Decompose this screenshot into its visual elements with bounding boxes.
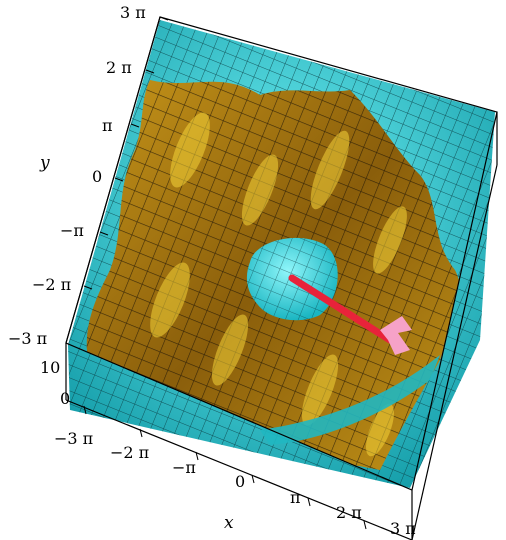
y-tick-label: −2 π — [32, 275, 71, 294]
x-tick-label: 2 π — [336, 503, 362, 522]
y-tick-label: π — [102, 116, 113, 135]
x-tick-label: 0 — [235, 472, 245, 491]
z-tick-label: 10 — [40, 358, 60, 377]
z-tick-label: 0 — [60, 389, 70, 408]
y-axis-labels: 3 π 2 π π 0 −π −2 π −3 π y — [8, 3, 146, 348]
y-tick-label: −π — [60, 221, 84, 240]
bounding-box — [65, 16, 498, 540]
tick-marks — [83, 16, 367, 530]
y-axis-title: y — [39, 153, 50, 173]
x-axis-title: x — [224, 513, 234, 533]
y-tick-label: 0 — [92, 167, 102, 186]
x-tick-label: −2 π — [110, 443, 149, 462]
gradient-arrow — [288, 274, 412, 355]
x-axis-labels: −3 π −2 π −π 0 π 2 π 3 π x — [54, 429, 416, 538]
y-tick-label: 2 π — [106, 58, 132, 77]
x-tick-label: −3 π — [54, 429, 93, 448]
x-tick-label: π — [290, 488, 301, 507]
x-tick-label: 3 π — [390, 519, 416, 538]
z-axis-labels: 10 0 — [40, 358, 70, 408]
y-tick-label: −3 π — [8, 329, 47, 348]
y-tick-label: 3 π — [120, 3, 146, 22]
bowl-rim — [260, 355, 440, 445]
x-tick-label: −π — [172, 458, 196, 477]
